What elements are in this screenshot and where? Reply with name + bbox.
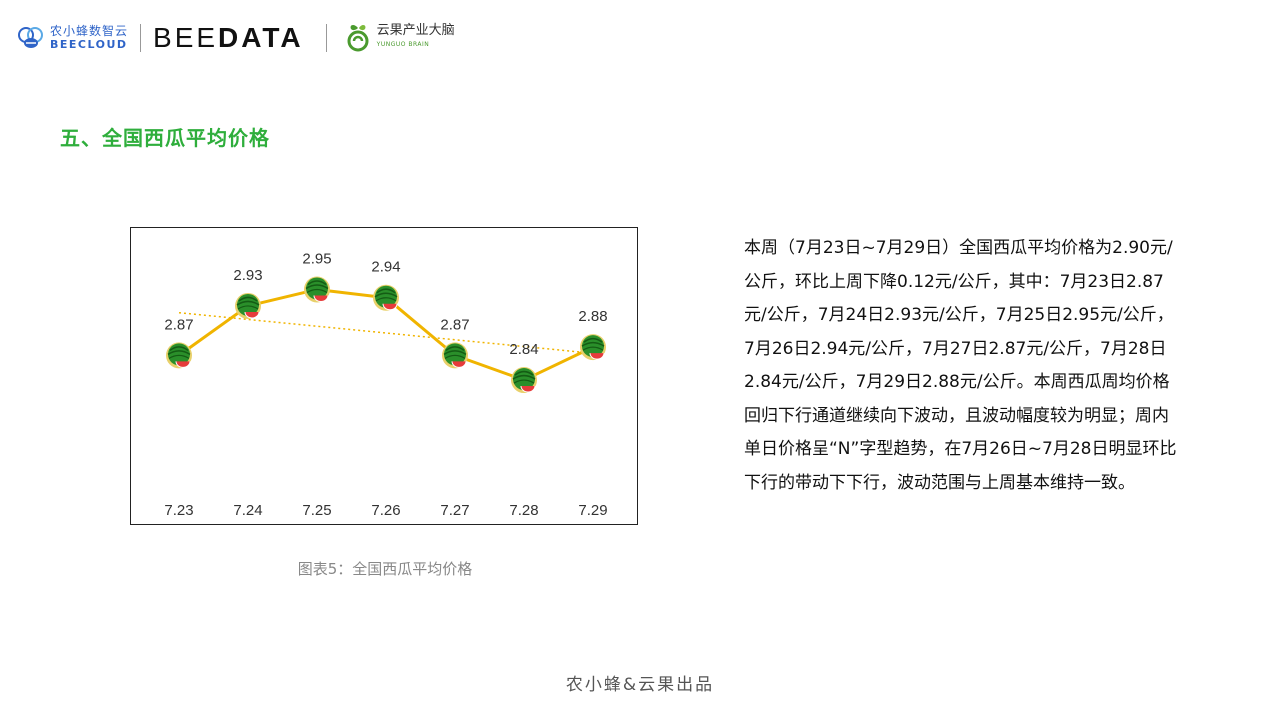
watermelon-icon	[579, 333, 607, 361]
yunguo-brand: 云果产业大脑 YUNGUO BRAIN	[377, 24, 455, 52]
data-label: 2.94	[371, 259, 400, 276]
x-tick-label: 7.26	[371, 502, 400, 519]
price-chart: 2.87 2.93 2.95 2.94 2.87 2.84 2.88 7.23 7.24 7.2…	[130, 227, 638, 525]
x-tick-label: 7.24	[233, 502, 262, 519]
header-logos: 农小蜂数智云 BEECLOUD BEEDATA 云果产业大脑 YUNGUO BR…	[16, 18, 455, 58]
watermelon-icon	[441, 341, 469, 370]
watermelon-icon	[234, 292, 262, 320]
watermelon-icon	[372, 283, 400, 312]
data-label: 2.88	[578, 308, 607, 325]
watermelon-icon	[510, 366, 538, 394]
x-tick-label: 7.28	[509, 502, 538, 519]
logo-divider-2	[325, 24, 327, 52]
yunguo-cn: 云果产业大脑	[376, 23, 455, 38]
data-label: 2.84	[509, 341, 538, 358]
beedata-logo: BEEDATA	[153, 22, 304, 54]
data-label: 2.87	[164, 316, 193, 333]
beecloud-cn: 农小蜂数智云	[50, 24, 129, 38]
x-tick-label: 7.23	[164, 502, 193, 519]
section-title: 五、全国西瓜平均价格	[60, 126, 270, 150]
x-tick-label: 7.27	[440, 502, 469, 519]
beecloud-logo-icon	[16, 23, 46, 53]
beecloud-en: BEECLOUD	[50, 38, 128, 51]
x-tick-label: 7.29	[578, 502, 607, 519]
chart-svg: 2.87 2.93 2.95 2.94 2.87 2.84 2.88 7.23 7.24 7.2…	[164, 250, 607, 519]
watermelon-icon	[303, 275, 331, 304]
beecloud-brand: 农小蜂数智云 BEECLOUD	[50, 24, 128, 52]
data-label: 2.95	[302, 250, 331, 267]
analysis-paragraph: 本周（7月23日~7月29日）全国西瓜平均价格为2.90元/公斤，环比上周下降0…	[744, 238, 1177, 493]
logo-divider	[140, 24, 142, 52]
yunguo-logo-icon	[345, 23, 371, 53]
data-label: 2.93	[233, 267, 262, 284]
chart-caption: 图表5：全国西瓜平均价格	[297, 560, 473, 578]
yunguo-en: YUNGUO BRAIN	[376, 41, 430, 48]
data-label: 2.87	[440, 316, 469, 333]
x-tick-label: 7.25	[302, 502, 331, 519]
beedata-part1: BEE	[153, 22, 219, 53]
watermelon-icon	[165, 341, 193, 370]
beedata-part2: DATA	[218, 22, 304, 53]
trendline	[178, 311, 594, 355]
footer-credit: 农小蜂&云果出品	[565, 675, 715, 695]
